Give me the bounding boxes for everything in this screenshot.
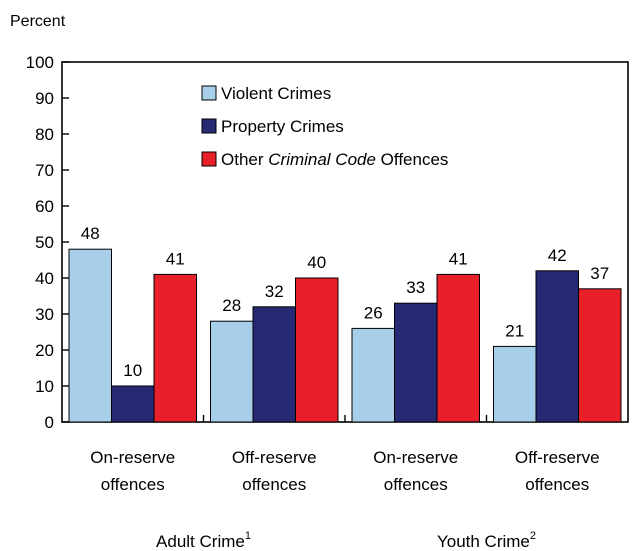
legend-label-part: Offences — [376, 150, 448, 169]
footnote-marker: 1 — [245, 530, 251, 542]
legend-label-part: Criminal Code — [268, 150, 376, 169]
data-label: 26 — [364, 303, 383, 322]
bar — [493, 345, 537, 423]
bar — [436, 273, 480, 423]
legend-swatch — [201, 118, 217, 134]
data-label: 32 — [265, 282, 284, 301]
category-label: offences — [384, 475, 448, 494]
group-label: Adult Crime1 — [156, 530, 251, 551]
y-tick-label: 90 — [35, 89, 54, 108]
y-tick-label: 20 — [35, 341, 54, 360]
y-tick-label: 60 — [35, 197, 54, 216]
footnote-marker: 2 — [530, 530, 536, 542]
data-label: 33 — [406, 278, 425, 297]
group-labels: Adult Crime1 Youth Crime2 — [156, 530, 536, 551]
data-label: 28 — [222, 296, 241, 315]
data-label: 48 — [81, 224, 100, 243]
data-label: 41 — [166, 249, 185, 268]
y-axis-ticks: 0 10 20 30 40 50 60 70 80 90 100 — [26, 53, 69, 432]
bar — [252, 306, 296, 423]
legend-swatch — [201, 151, 217, 167]
y-tick-label: 80 — [35, 125, 54, 144]
category-labels: On-reserve offences Off-reserve offences On-… — [90, 448, 599, 494]
category-label: Off-reserve — [232, 448, 317, 467]
x-axis-ticks — [202, 415, 488, 422]
legend-label: Other Criminal Code Offences — [221, 150, 448, 169]
bar — [535, 270, 579, 423]
bar — [210, 320, 254, 423]
y-tick-label: 70 — [35, 161, 54, 180]
y-tick-label: 40 — [35, 269, 54, 288]
category-label: offences — [242, 475, 306, 494]
bar — [394, 302, 438, 423]
y-tick-label: 100 — [26, 53, 54, 72]
y-axis-title: Percent — [10, 13, 66, 30]
category-label: offences — [101, 475, 165, 494]
data-label: 21 — [505, 321, 524, 340]
legend-label-part: Other — [221, 150, 268, 169]
bar — [153, 273, 197, 423]
y-tick-label: 50 — [35, 233, 54, 252]
y-tick-label: 10 — [35, 377, 54, 396]
data-labels: 48 10 41 28 32 40 26 33 41 21 42 37 — [81, 224, 609, 380]
group-label: Youth Crime2 — [437, 530, 536, 551]
data-label: 37 — [590, 264, 609, 283]
data-label: 10 — [123, 361, 142, 380]
bar — [111, 385, 155, 423]
y-tick-label: 30 — [35, 305, 54, 324]
legend-label: Property Crimes — [221, 117, 344, 136]
data-label: 41 — [449, 249, 468, 268]
bars — [68, 248, 622, 423]
category-label: On-reserve — [373, 448, 458, 467]
data-label: 40 — [307, 253, 326, 272]
category-label: offences — [525, 475, 589, 494]
bar — [351, 327, 395, 423]
legend-swatch — [201, 85, 217, 101]
legend-label: Violent Crimes — [221, 84, 331, 103]
category-label: Off-reserve — [515, 448, 600, 467]
category-label: On-reserve — [90, 448, 175, 467]
y-tick-label: 0 — [45, 413, 54, 432]
bar — [578, 288, 622, 423]
bar — [68, 248, 112, 423]
legend: Violent Crimes Property Crimes Other Crimi… — [201, 84, 448, 169]
bar — [295, 277, 339, 423]
data-label: 42 — [548, 246, 567, 265]
